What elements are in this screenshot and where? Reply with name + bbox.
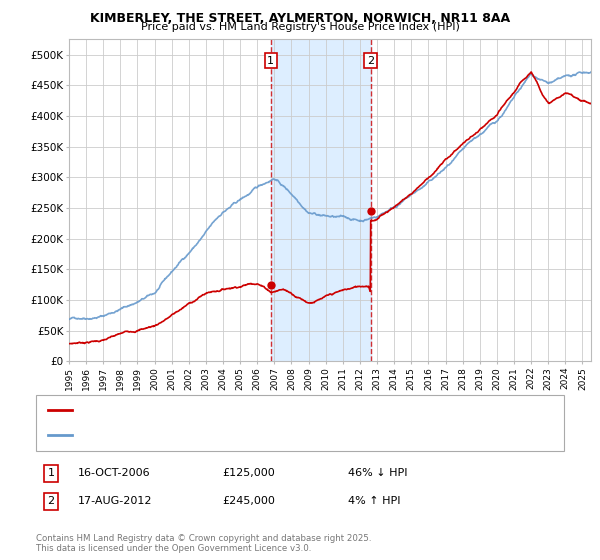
Text: 2: 2: [47, 496, 55, 506]
Text: KIMBERLEY, THE STREET, AYLMERTON, NORWICH, NR11 8AA: KIMBERLEY, THE STREET, AYLMERTON, NORWIC…: [90, 12, 510, 25]
Text: Price paid vs. HM Land Registry's House Price Index (HPI): Price paid vs. HM Land Registry's House …: [140, 22, 460, 32]
Text: KIMBERLEY, THE STREET, AYLMERTON, NORWICH, NR11 8AA (detached house): KIMBERLEY, THE STREET, AYLMERTON, NORWIC…: [78, 405, 463, 416]
Bar: [271, 39, 371, 361]
Text: HPI: Average price, detached house, North Norfolk: HPI: Average price, detached house, Nort…: [78, 430, 324, 440]
Text: 46% ↓ HPI: 46% ↓ HPI: [348, 468, 407, 478]
Text: 17-AUG-2012: 17-AUG-2012: [78, 496, 152, 506]
Text: £125,000: £125,000: [222, 468, 275, 478]
Text: 1: 1: [47, 468, 55, 478]
Text: Contains HM Land Registry data © Crown copyright and database right 2025.
This d: Contains HM Land Registry data © Crown c…: [36, 534, 371, 553]
Text: £245,000: £245,000: [222, 496, 275, 506]
Text: 2: 2: [367, 55, 374, 66]
Text: 4% ↑ HPI: 4% ↑ HPI: [348, 496, 401, 506]
Text: 1: 1: [267, 55, 274, 66]
Text: 16-OCT-2006: 16-OCT-2006: [78, 468, 151, 478]
